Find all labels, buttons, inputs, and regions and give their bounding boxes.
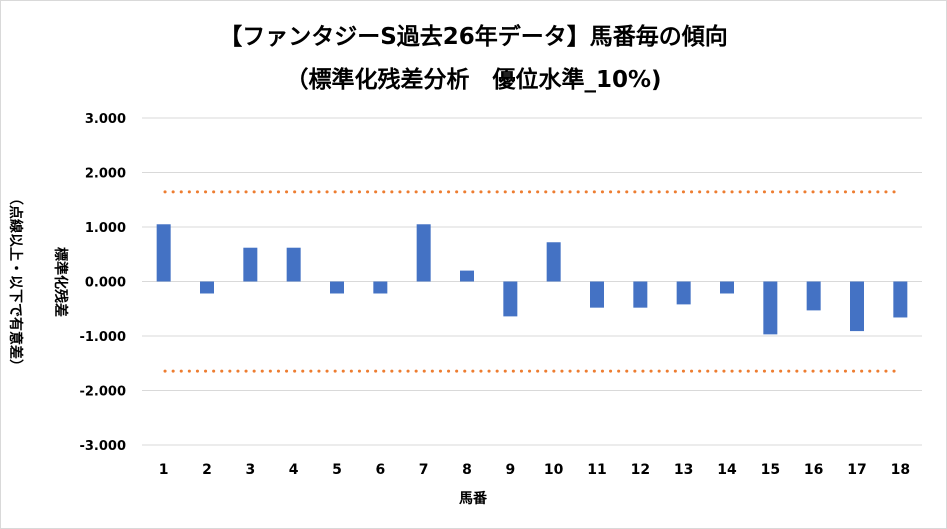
chart-title: 【ファンタジーS過去26年データ】馬番毎の傾向 xyxy=(219,24,728,50)
x-tick-label: 2 xyxy=(202,462,212,478)
bar xyxy=(590,281,604,308)
x-tick-label: 1 xyxy=(159,462,169,478)
x-tick-label: 17 xyxy=(847,462,866,478)
x-tick-labels: 1 2 3 4 5 6 7 8 9 10 11 12 13 14 15 16 17 18 xyxy=(159,462,910,478)
bar xyxy=(286,247,301,282)
x-tick-label: 18 xyxy=(891,462,910,478)
bar xyxy=(460,270,474,282)
y-tick-label: 1.000 xyxy=(85,221,126,236)
bar xyxy=(330,281,344,294)
bar xyxy=(806,281,821,311)
threshold-lines xyxy=(163,190,902,373)
x-tick-label: 8 xyxy=(462,462,472,478)
bar xyxy=(720,281,734,294)
x-tick-label: 12 xyxy=(631,462,650,478)
bar xyxy=(893,281,908,318)
bar xyxy=(416,224,431,282)
y-tick-label: -1.000 xyxy=(79,330,126,345)
y-tick-label: 0.000 xyxy=(85,276,126,291)
y-tick-label: 3.000 xyxy=(85,112,126,127)
x-tick-label: 10 xyxy=(544,462,564,478)
bars xyxy=(156,224,908,335)
bar xyxy=(373,281,388,294)
bar xyxy=(503,281,518,317)
bar xyxy=(156,224,171,282)
y-tick-labels: 3.000 2.000 1.000 0.000 -1.000 -2.000 -3.000 xyxy=(79,112,126,454)
x-axis-label: 馬番 xyxy=(459,490,488,507)
y-tick-label: -3.000 xyxy=(79,439,126,454)
bar xyxy=(676,281,691,305)
y-axis-label-note: （点線以上・以下で有意差） xyxy=(7,191,24,373)
y-axis-label: 標準化残差 xyxy=(52,247,69,317)
bar xyxy=(763,281,778,335)
x-tick-label: 9 xyxy=(505,462,515,478)
y-tick-label: -2.000 xyxy=(79,385,126,400)
bar xyxy=(200,281,214,294)
x-tick-label: 16 xyxy=(804,462,823,478)
chart-subtitle: （標準化残差分析 優位水準_10%) xyxy=(285,67,662,93)
x-tick-label: 15 xyxy=(761,462,780,478)
bar xyxy=(243,247,258,282)
x-tick-label: 4 xyxy=(289,462,299,478)
gridlines xyxy=(142,117,922,446)
x-tick-label: 6 xyxy=(375,462,385,478)
x-tick-label: 13 xyxy=(674,462,693,478)
x-tick-label: 5 xyxy=(332,462,342,478)
x-tick-label: 3 xyxy=(245,462,255,478)
bar xyxy=(850,281,864,332)
x-tick-label: 14 xyxy=(717,462,737,478)
bar xyxy=(546,242,561,282)
x-tick-label: 7 xyxy=(419,462,429,478)
x-tick-label: 11 xyxy=(587,462,606,478)
y-tick-label: 2.000 xyxy=(85,167,126,182)
bar xyxy=(633,281,648,308)
